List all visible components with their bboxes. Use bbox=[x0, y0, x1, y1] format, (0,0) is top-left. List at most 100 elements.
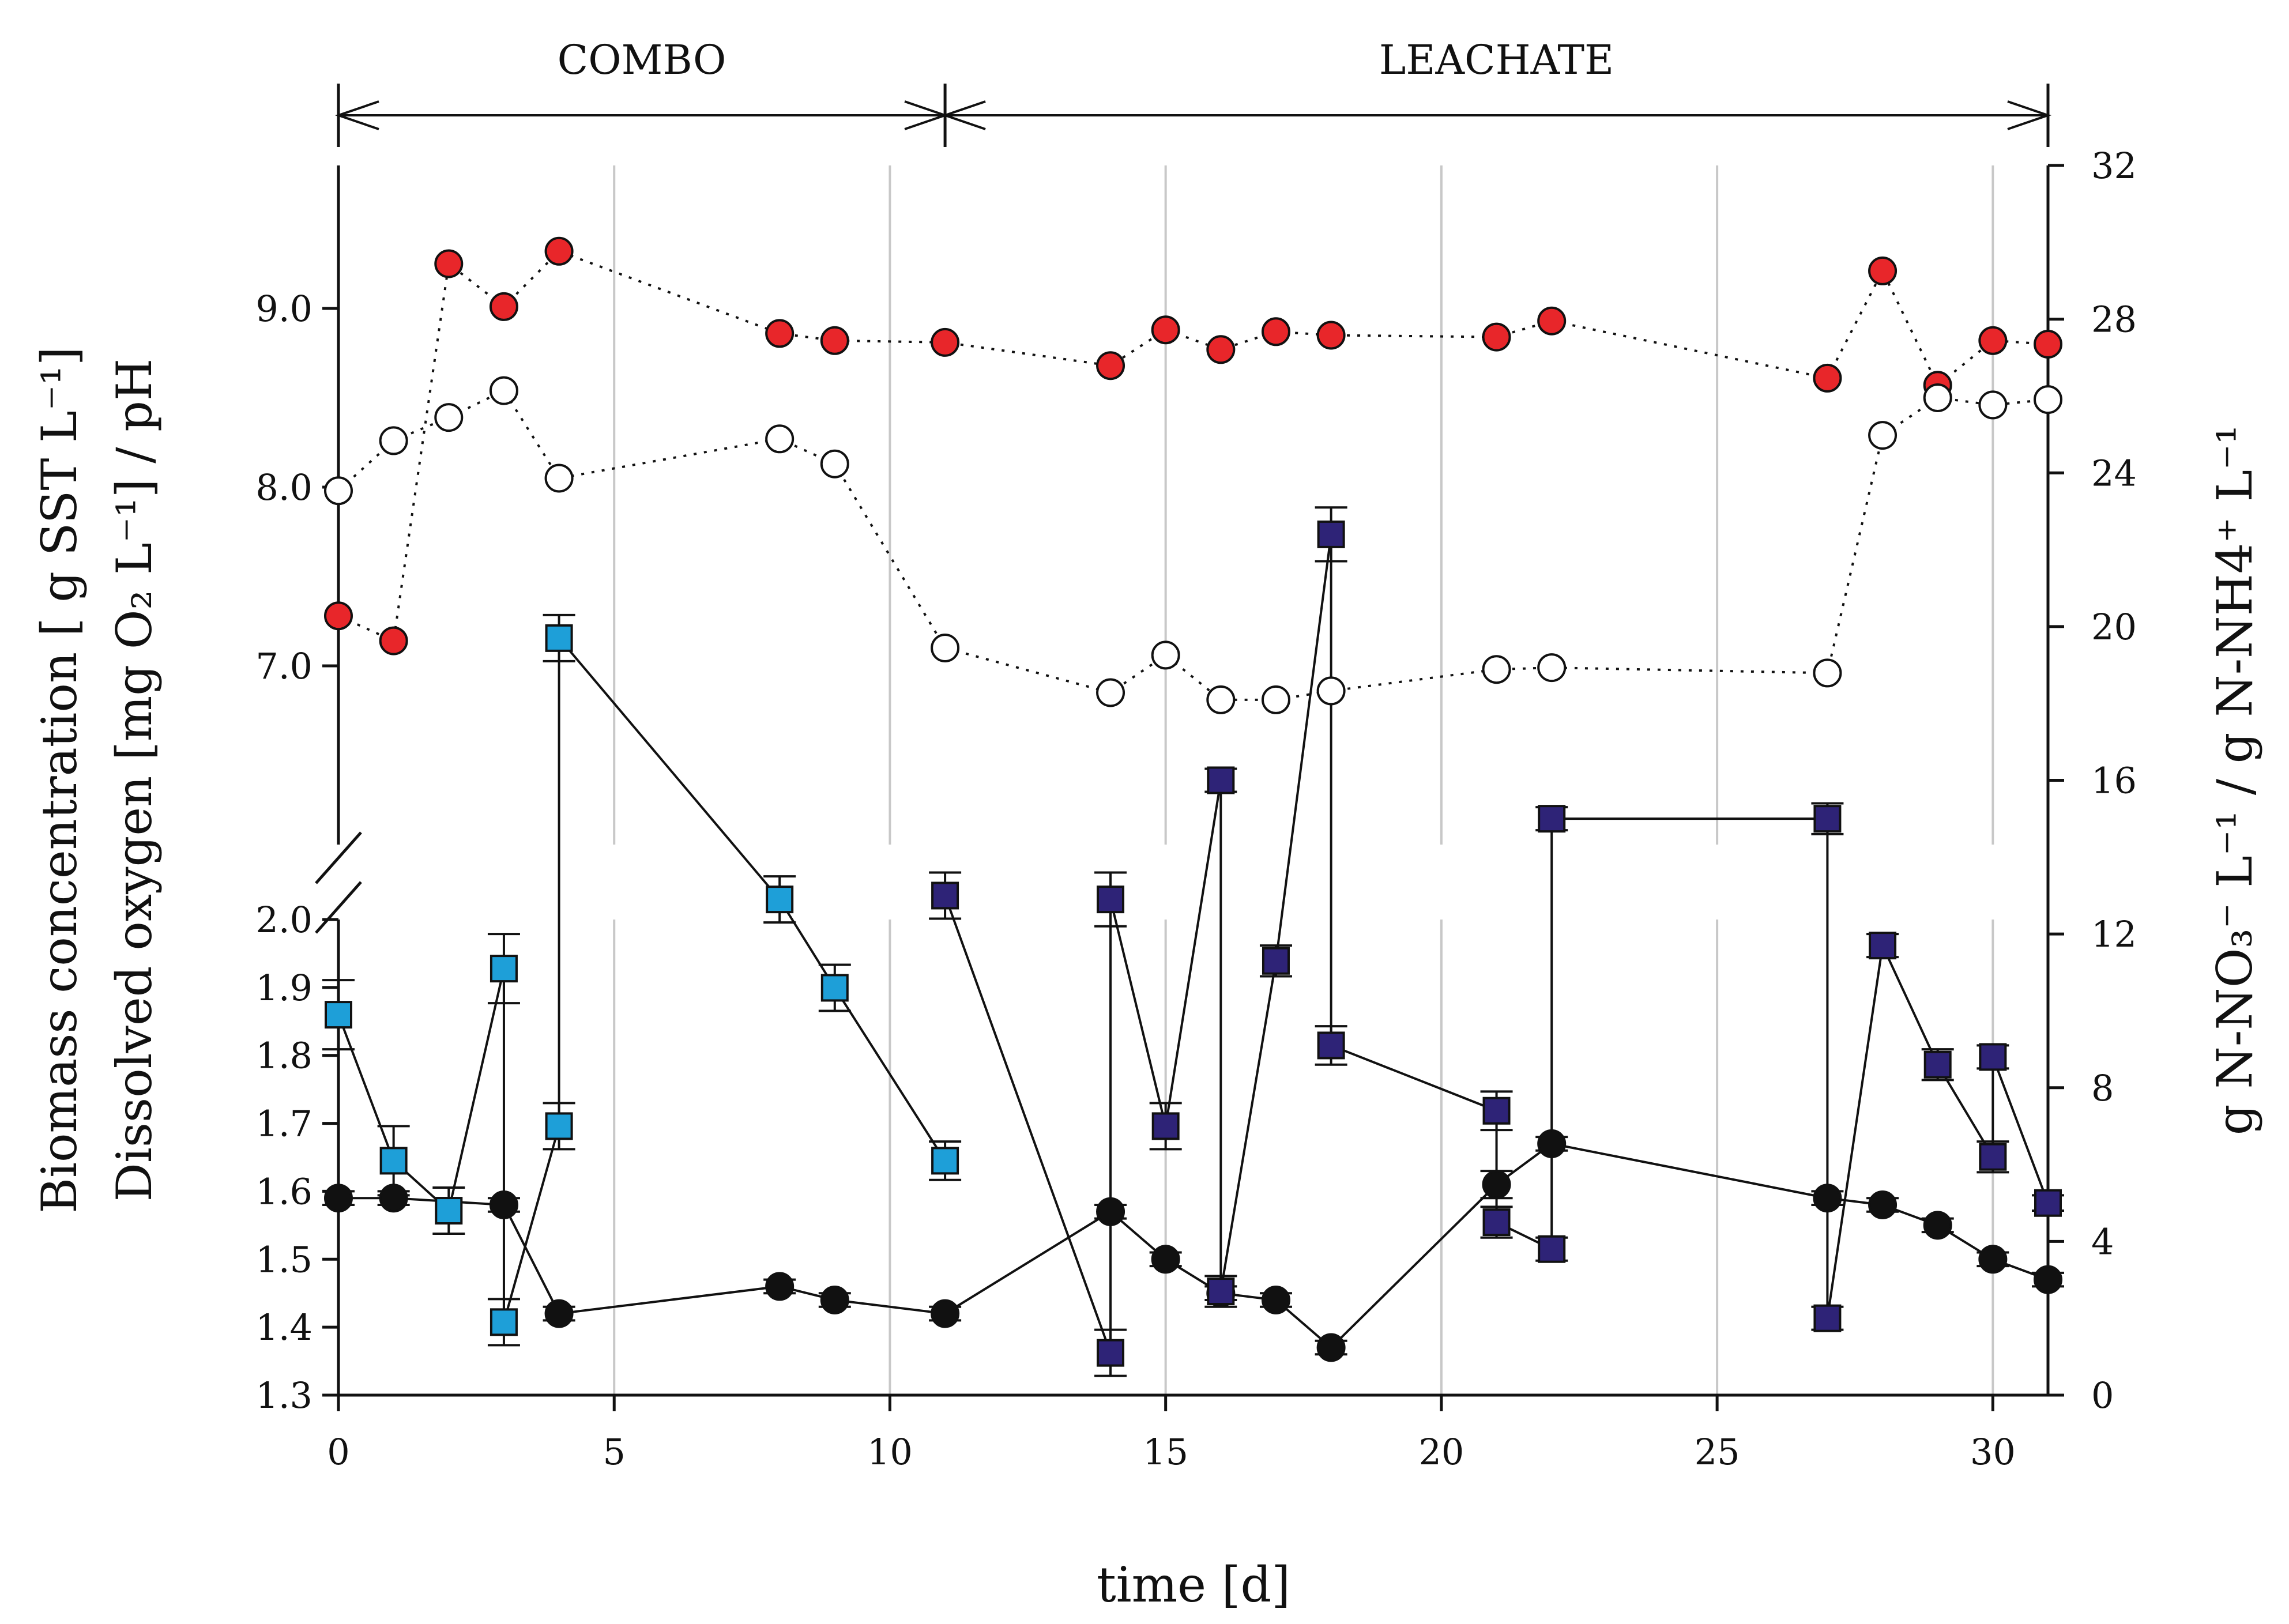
point-biomass-concentration-3 bbox=[544, 1299, 574, 1328]
left-lower-tick-label-1.3: 1.3 bbox=[255, 1374, 313, 1416]
right-tick-label-20: 20 bbox=[2091, 606, 2137, 648]
point-dissolved-oxygen-0 bbox=[324, 476, 353, 506]
point-dissolved-oxygen-15 bbox=[1813, 658, 1842, 688]
point-biomass-concentration-2 bbox=[489, 1190, 518, 1219]
x-tick-label-20: 20 bbox=[1418, 1431, 1464, 1473]
axis-labels: time [d] Biomass concentration [ g SST L… bbox=[31, 346, 2263, 1613]
x-tick-label-0: 0 bbox=[327, 1431, 349, 1473]
point-biomass-concentration-16 bbox=[1923, 1211, 1952, 1240]
left-lower-tick-label-2: 2.0 bbox=[255, 899, 313, 941]
series-line-dissolved-oxygen bbox=[337, 389, 2049, 701]
phase-label-0: COMBO bbox=[558, 36, 726, 84]
left-upper-tick-label-9: 9.0 bbox=[255, 288, 313, 330]
series-lines bbox=[337, 250, 2049, 1354]
point-n-no3-n-nh4-leachate-6 bbox=[1262, 947, 1290, 975]
point-n-no3-n-nh4-leachate-10 bbox=[1482, 1208, 1511, 1237]
point-n-no3-n-nh4-combo-3 bbox=[490, 955, 518, 983]
right-axis-label: g N-NO₃⁻ L⁻¹ / g N-NH4⁺ L⁻¹ bbox=[2207, 425, 2263, 1135]
point-n-no3-n-nh4-leachate-9 bbox=[1482, 1097, 1511, 1125]
error-bars bbox=[322, 506, 2064, 1377]
phase-bar: COMBO LEACHATE bbox=[334, 36, 2052, 147]
x-tick-label-30: 30 bbox=[1970, 1431, 2016, 1473]
axis-break-mark-upper bbox=[315, 831, 362, 884]
right-tick-label-0: 0 bbox=[2091, 1374, 2114, 1416]
point-biomass-concentration-4 bbox=[765, 1272, 795, 1301]
left-lower-tick-label-1.6: 1.6 bbox=[255, 1170, 313, 1212]
point-dissolved-oxygen-17 bbox=[1923, 383, 1952, 412]
vertical-gridlines bbox=[613, 165, 1994, 1395]
point-biomass-concentration-7 bbox=[1096, 1197, 1125, 1226]
point-n-no3-n-nh4-combo-9 bbox=[931, 1147, 959, 1175]
left-upper-tick-label-7: 7.0 bbox=[255, 645, 313, 687]
point-n-no3-n-nh4-leachate-7 bbox=[1317, 520, 1345, 548]
point-biomass-concentration-1 bbox=[379, 1184, 408, 1213]
series-line-ph bbox=[338, 250, 2049, 643]
point-biomass-concentration-8 bbox=[1151, 1245, 1180, 1274]
left-upper-tick-label-8: 8.0 bbox=[255, 466, 313, 508]
left-lower-tick-label-1.9: 1.9 bbox=[255, 967, 313, 1009]
left-lower-tick-label-1.7: 1.7 bbox=[255, 1103, 313, 1145]
point-dissolved-oxygen-11 bbox=[1261, 685, 1290, 714]
point-biomass-concentration-5 bbox=[820, 1286, 849, 1314]
point-ph-13 bbox=[1482, 322, 1511, 352]
right-tick-label-24: 24 bbox=[2091, 452, 2137, 494]
left-lower-tick-label-1.8: 1.8 bbox=[255, 1035, 313, 1077]
point-ph-19 bbox=[2034, 330, 2062, 359]
point-n-no3-n-nh4-combo-6 bbox=[545, 624, 573, 652]
ticks: 0 5 10 15 20 25 30 1.3 1.4 1.5 1.6 1.7 1.8 1.9 2.0 7.0 8… bbox=[255, 145, 2137, 1473]
point-n-no3-n-nh4-leachate-5 bbox=[1207, 1278, 1235, 1306]
series-markers bbox=[324, 236, 2062, 1367]
point-dissolved-oxygen-6 bbox=[820, 449, 849, 478]
right-tick-label-28: 28 bbox=[2091, 299, 2137, 341]
point-dissolved-oxygen-4 bbox=[544, 464, 574, 493]
point-ph-10 bbox=[1206, 335, 1236, 364]
point-biomass-concentration-17 bbox=[1978, 1245, 2008, 1274]
point-ph-18 bbox=[1978, 326, 2008, 355]
point-biomass-concentration-6 bbox=[931, 1299, 960, 1328]
x-tick-label-5: 5 bbox=[603, 1431, 625, 1473]
left-lower-tick-label-1.5: 1.5 bbox=[255, 1238, 313, 1280]
point-biomass-concentration-13 bbox=[1537, 1129, 1567, 1158]
point-n-no3-n-nh4-combo-4 bbox=[490, 1308, 518, 1336]
point-n-no3-n-nh4-leachate-12 bbox=[1538, 805, 1566, 833]
point-n-no3-n-nh4-leachate-16 bbox=[1923, 1050, 1952, 1079]
point-ph-5 bbox=[765, 319, 795, 348]
x-tick-label-15: 15 bbox=[1143, 1431, 1188, 1473]
point-n-no3-n-nh4-leachate-8 bbox=[1317, 1031, 1345, 1060]
point-biomass-concentration-18 bbox=[2034, 1265, 2062, 1294]
x-tick-label-25: 25 bbox=[1695, 1431, 1740, 1473]
point-dissolved-oxygen-19 bbox=[2034, 385, 2062, 415]
phase-label-1: LEACHATE bbox=[1379, 36, 1614, 84]
point-n-no3-n-nh4-leachate-11 bbox=[1538, 1235, 1566, 1263]
left-lower-tick-label-1.4: 1.4 bbox=[255, 1306, 313, 1348]
right-tick-label-16: 16 bbox=[2091, 760, 2137, 802]
point-n-no3-n-nh4-combo-7 bbox=[766, 886, 794, 914]
point-dissolved-oxygen-3 bbox=[489, 376, 518, 405]
point-ph-14 bbox=[1537, 306, 1567, 336]
right-tick-label-32: 32 bbox=[2091, 145, 2137, 187]
x-tick-label-10: 10 bbox=[867, 1431, 913, 1473]
point-dissolved-oxygen-10 bbox=[1206, 685, 1236, 714]
point-ph-3 bbox=[489, 292, 518, 321]
point-ph-7 bbox=[931, 327, 960, 357]
right-tick-label-8: 8 bbox=[2091, 1067, 2114, 1109]
point-n-no3-n-nh4-leachate-2 bbox=[1097, 886, 1125, 914]
axis-break-mark-lower bbox=[315, 881, 362, 934]
point-ph-1 bbox=[379, 626, 408, 655]
point-n-no3-n-nh4-combo-2 bbox=[435, 1197, 463, 1225]
point-ph-15 bbox=[1813, 363, 1842, 393]
right-tick-label-4: 4 bbox=[2091, 1220, 2114, 1263]
point-dissolved-oxygen-14 bbox=[1537, 653, 1567, 683]
point-ph-2 bbox=[434, 249, 464, 278]
point-n-no3-n-nh4-leachate-0 bbox=[931, 881, 959, 910]
point-ph-9 bbox=[1151, 315, 1180, 345]
point-ph-12 bbox=[1316, 321, 1346, 350]
point-ph-4 bbox=[544, 236, 574, 266]
point-dissolved-oxygen-9 bbox=[1151, 640, 1180, 670]
point-ph-11 bbox=[1261, 317, 1290, 346]
left-axis-label-line-1: Biomass concentration [ g SST L⁻¹] bbox=[31, 346, 88, 1213]
series-line-biomass-concentration bbox=[338, 1142, 2049, 1350]
point-dissolved-oxygen-8 bbox=[1096, 678, 1125, 707]
point-ph-6 bbox=[820, 326, 849, 355]
